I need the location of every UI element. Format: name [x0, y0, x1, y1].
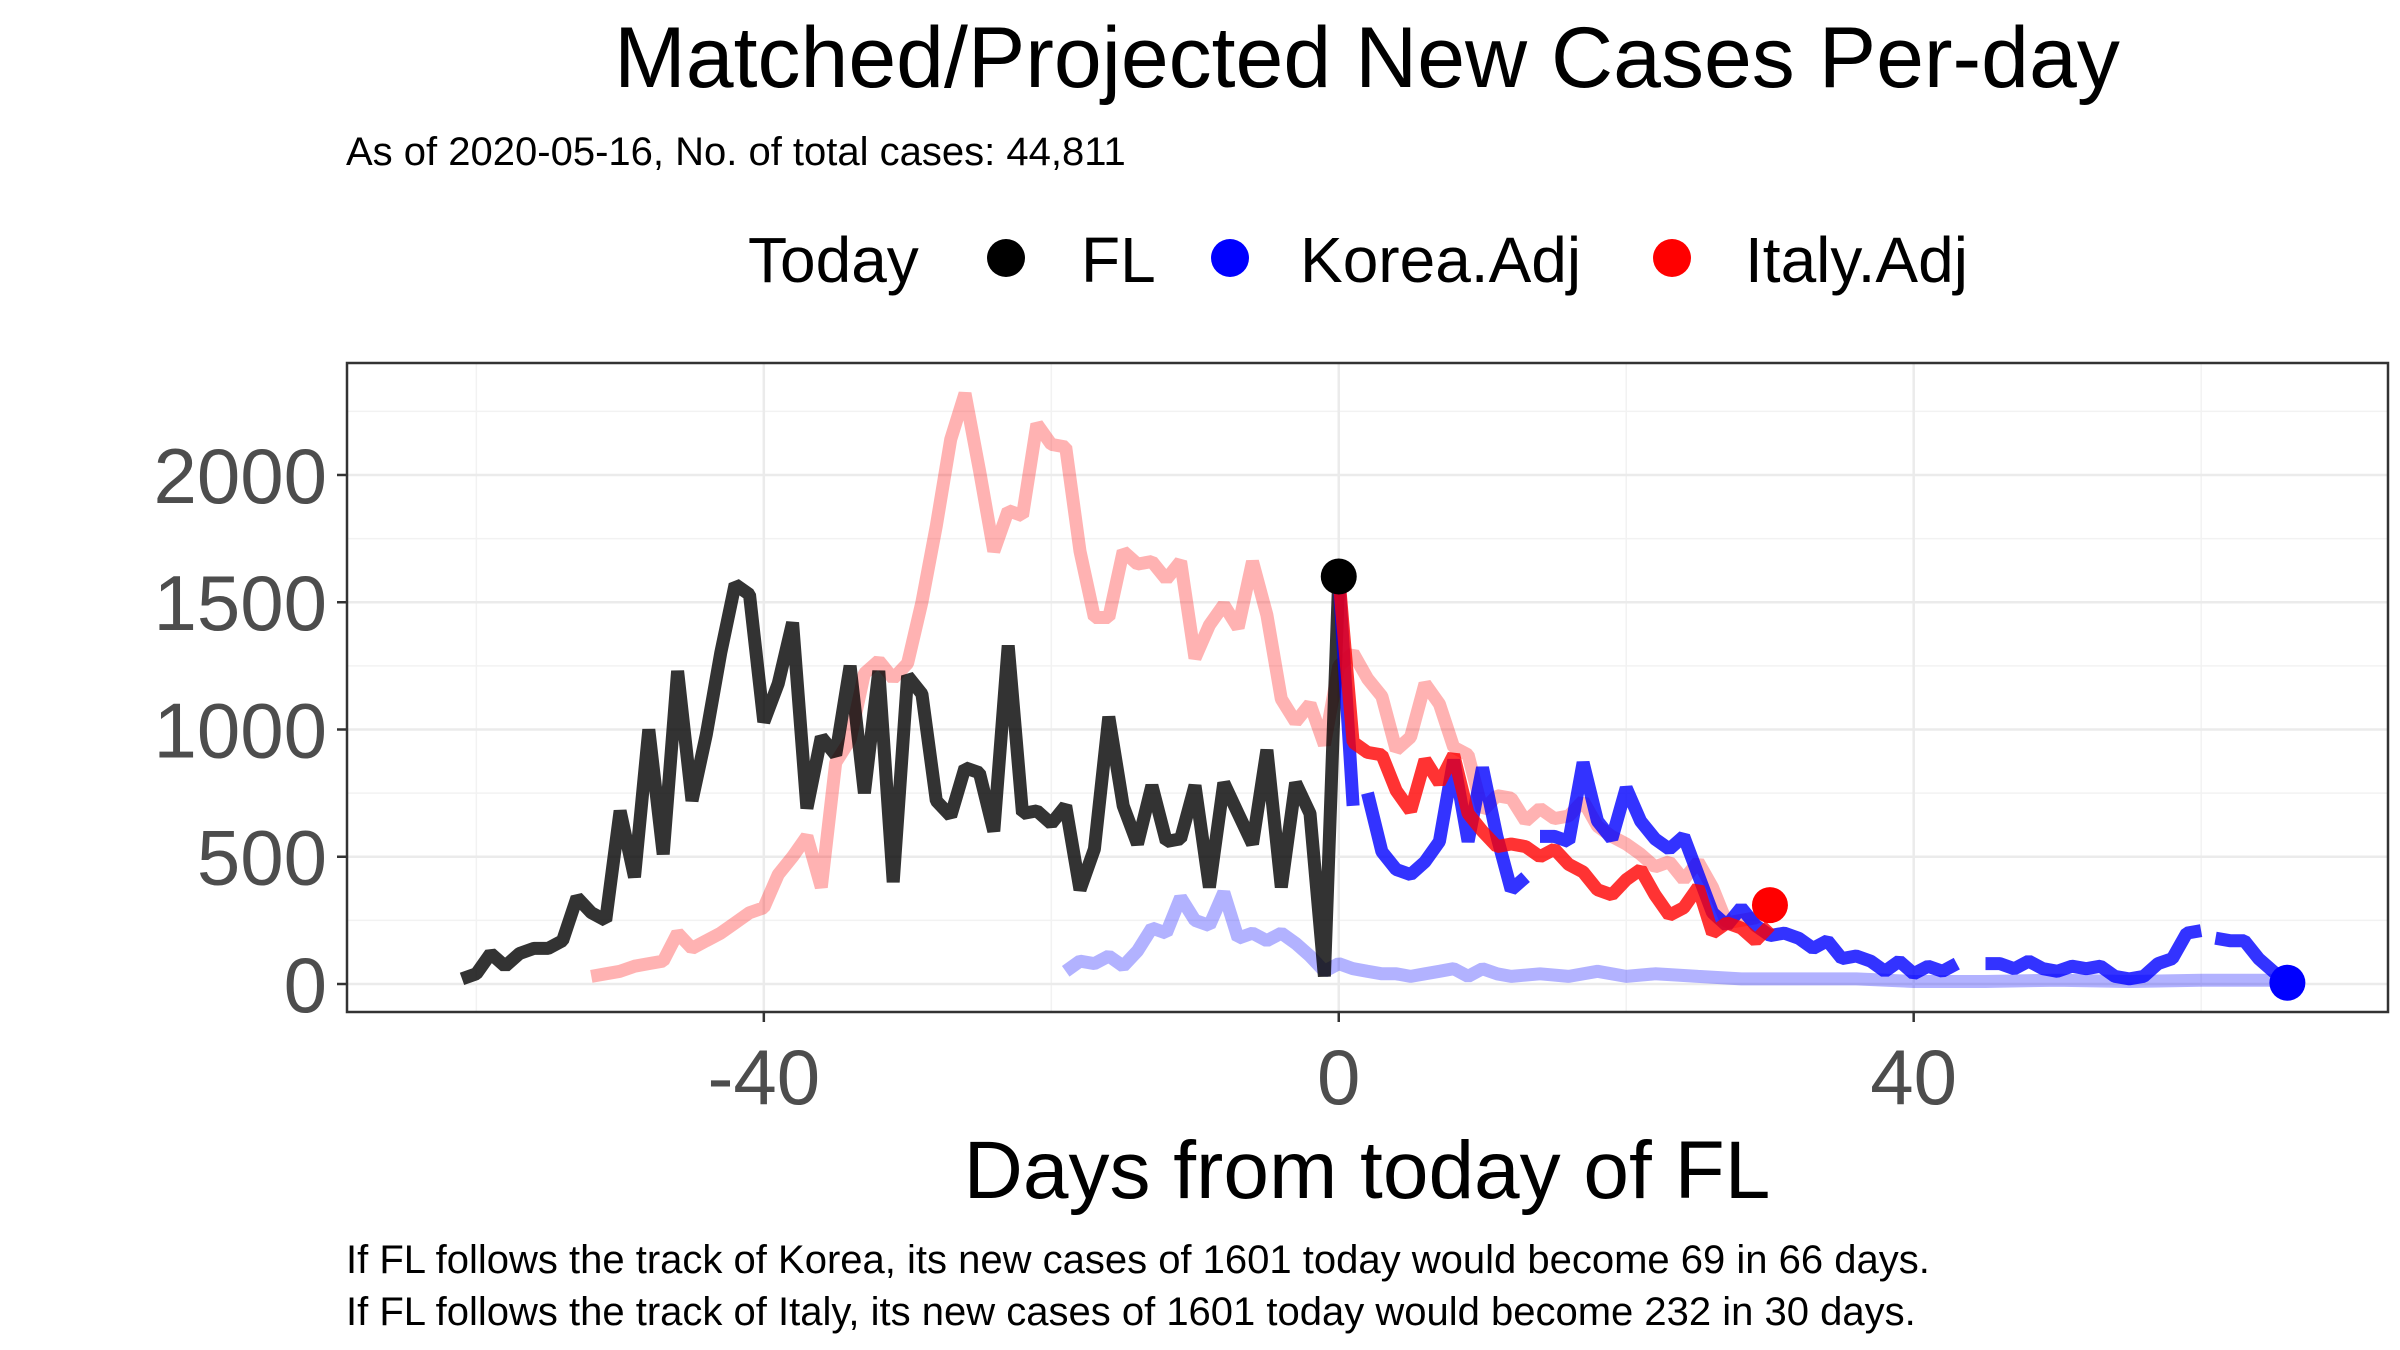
legend-label-korea: Korea.Adj [1300, 224, 1581, 296]
y-tick-label: 1000 [153, 686, 327, 774]
legend-title: Today [748, 224, 919, 296]
chart-title: Matched/Projected New Cases Per-day [614, 10, 2120, 106]
today-point-italy [1751, 887, 1788, 924]
legend-key-fl [987, 239, 1025, 277]
x-axis-label: Days from today of FL [964, 1125, 1771, 1216]
series-lines [459, 391, 2292, 988]
legend-label-italy: Italy.Adj [1745, 224, 1968, 296]
plot-border [345, 361, 2390, 1014]
caption-korea: If FL follows the track of Korea, its ne… [346, 1238, 1930, 1282]
series-line-italy_projection [1332, 575, 1775, 946]
legend: Today FL Korea.Adj Italy.Adj [748, 224, 1968, 296]
series-line-korea_projection-4 [1985, 924, 2203, 986]
today-points [1320, 558, 2306, 1001]
legend-key-korea [1211, 239, 1249, 277]
today-point-korea [2269, 964, 2306, 1001]
y-tick-label: 0 [284, 941, 327, 1029]
caption-italy: If FL follows the track of Italy, its ne… [346, 1290, 1916, 1334]
series-line-korea_projection-3 [1540, 761, 1960, 980]
y-tick-label: 1500 [153, 559, 327, 647]
y-tick-label: 2000 [153, 432, 327, 520]
x-tick-label: 40 [1870, 1033, 1957, 1121]
series-line-korea_history [1061, 889, 2288, 988]
x-tick-label: -40 [707, 1033, 820, 1121]
series-line-fl_history [459, 576, 1346, 986]
today-point-fl [1320, 558, 1357, 595]
plot-panel [347, 363, 2388, 1012]
legend-key-italy [1653, 239, 1691, 277]
legend-label-fl: FL [1081, 224, 1156, 296]
chart-subtitle: As of 2020-05-16, No. of total cases: 44… [346, 130, 1126, 174]
y-tick-label: 500 [197, 814, 327, 902]
x-tick-label: 0 [1317, 1033, 1360, 1121]
axes: 0 500 1000 1500 2000 -40 0 40 [153, 432, 1957, 1121]
